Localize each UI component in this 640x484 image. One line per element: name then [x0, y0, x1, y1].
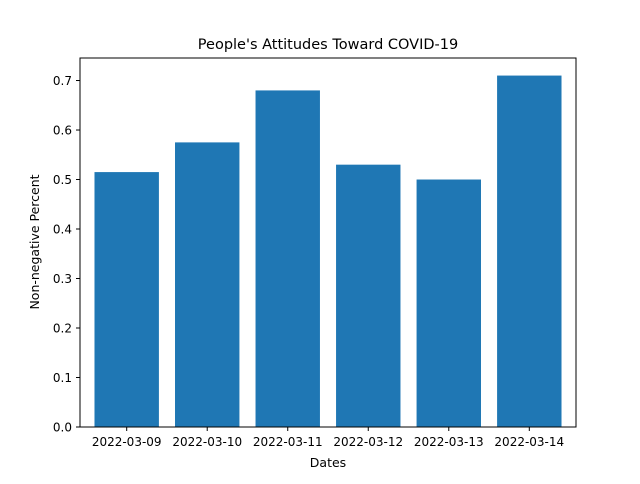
y-tick-label: 0.4 [53, 223, 72, 237]
bar-2022-03-09 [94, 172, 159, 427]
y-tick-label: 0.1 [53, 371, 72, 385]
axes-group: 0.0 0.1 0.2 0.3 0.4 0.5 0.6 0.7 2022-03-09 2022-0… [53, 57, 577, 449]
x-tick-label: 2022-03-14 [494, 435, 564, 449]
x-tick-label: 2022-03-11 [253, 435, 323, 449]
x-tick-label: 2022-03-10 [172, 435, 242, 449]
plot-frame [79, 57, 577, 428]
y-tick-label: 0.5 [53, 173, 72, 187]
y-axis-label: Non-negative Percent [27, 174, 42, 309]
chart-title: People's Attitudes Toward COVID-19 [198, 37, 458, 53]
x-tick-label: 2022-03-12 [333, 435, 403, 449]
y-tick-label: 0.7 [53, 74, 72, 88]
y-tick-label: 0.0 [53, 421, 72, 435]
x-axis-label: Dates [310, 455, 346, 470]
y-tick-label: 0.2 [53, 322, 72, 336]
bar-2022-03-10 [175, 142, 240, 427]
x-tick-label: 2022-03-09 [92, 435, 162, 449]
bar-2022-03-11 [255, 90, 320, 428]
bar-2022-03-13 [416, 179, 481, 427]
y-tick-label: 0.3 [53, 272, 72, 286]
bars-group [94, 75, 562, 428]
y-tick-label: 0.6 [53, 124, 72, 138]
x-tick-label: 2022-03-13 [414, 435, 484, 449]
bar-2022-03-14 [497, 75, 562, 427]
bar-2022-03-12 [336, 164, 401, 428]
